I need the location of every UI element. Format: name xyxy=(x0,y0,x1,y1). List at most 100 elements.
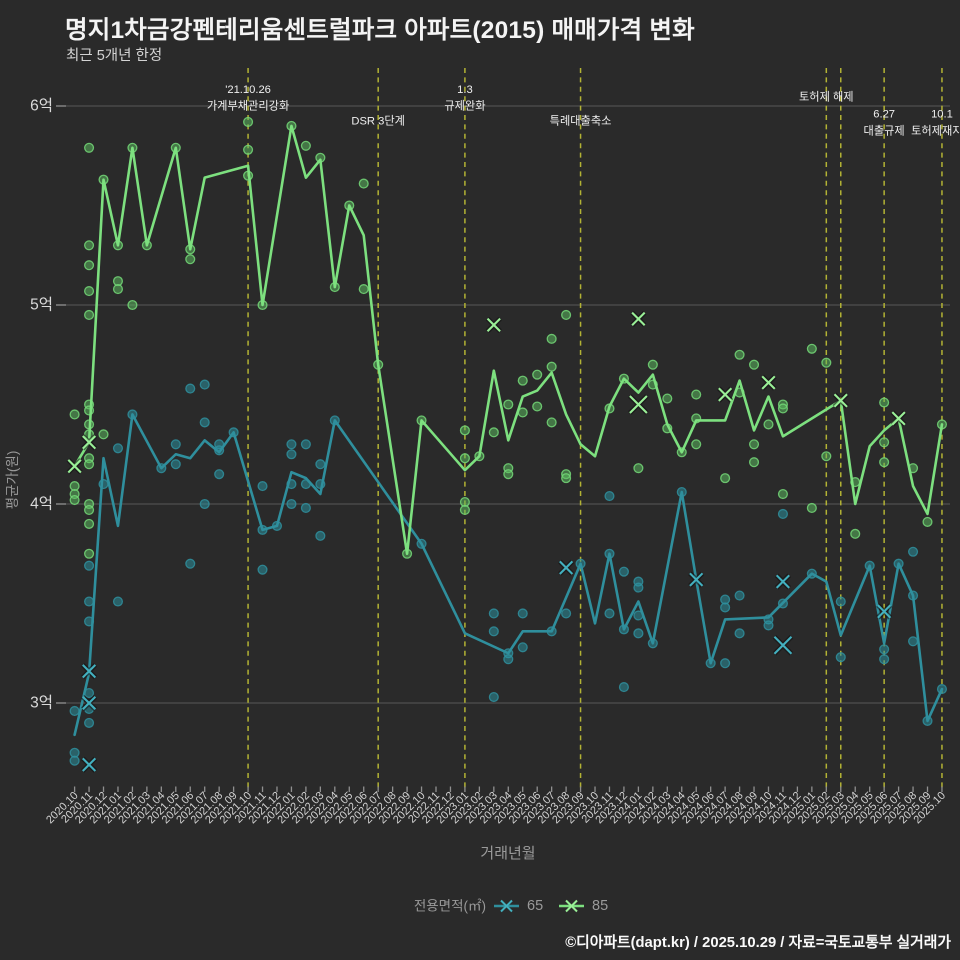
dot-65 xyxy=(633,628,644,639)
event-label: 6.27 xyxy=(873,109,895,121)
dot-85 xyxy=(850,528,861,539)
x-axis-tick-labels: 2020.102020.112020.122021.012021.022021.… xyxy=(44,790,948,827)
dot-85 xyxy=(821,451,832,462)
dot-65 xyxy=(907,636,919,647)
dot-65 xyxy=(879,644,890,655)
dot-65 xyxy=(763,620,774,631)
dot-65 xyxy=(488,626,499,637)
dot-85 xyxy=(777,403,788,414)
dot-85 xyxy=(748,439,760,450)
x-mark-85 xyxy=(761,375,776,390)
x-axis-ticks xyxy=(73,786,943,792)
dot-85 xyxy=(517,375,528,386)
dot-85 xyxy=(358,178,369,189)
dot-65 xyxy=(618,682,629,693)
dot-85 xyxy=(546,417,557,428)
dot-85 xyxy=(748,457,760,468)
dot-65 xyxy=(170,459,181,470)
dot-85 xyxy=(300,140,311,151)
dot-85 xyxy=(84,260,95,271)
x-mark-65 xyxy=(82,664,97,679)
dot-65 xyxy=(835,596,846,607)
dot-65 xyxy=(199,498,210,510)
x-mark-65 xyxy=(773,636,793,655)
dot-65 xyxy=(112,596,124,607)
event-label: 토허제재지정 xyxy=(911,125,960,138)
dot-85 xyxy=(879,437,890,448)
dot-65 xyxy=(315,530,326,541)
dot-65 xyxy=(185,383,196,394)
dot-85 xyxy=(243,144,254,155)
legend: 전용면적(㎡) 65 85 xyxy=(414,898,608,914)
dot-65 xyxy=(879,654,890,665)
dot-65 xyxy=(633,582,644,593)
dot-85 xyxy=(488,427,499,438)
dot-65 xyxy=(720,658,731,669)
dot-85 xyxy=(561,309,572,321)
dot-85 xyxy=(84,504,95,516)
event-label: DSR 3단계 xyxy=(351,115,405,128)
dot-85 xyxy=(662,393,673,404)
y-axis-label: 평균가(원) xyxy=(5,451,20,510)
dot-85 xyxy=(84,459,95,470)
series-lines xyxy=(73,124,944,737)
event-label: 규제완화 xyxy=(444,100,485,113)
dot-85 xyxy=(879,397,890,408)
legend-x-marker-85 xyxy=(565,899,578,913)
dot-65 xyxy=(503,654,514,665)
dot-85 xyxy=(879,457,890,468)
dot-85 xyxy=(243,116,254,127)
dot-85 xyxy=(720,473,731,484)
dot-85 xyxy=(734,349,745,360)
x-mark-65 xyxy=(775,574,790,589)
source-attribution: ©디아파트(dapt.kr) / 2025.10.29 / 자료=국토교통부 실… xyxy=(565,935,951,951)
dot-85 xyxy=(532,369,543,380)
legend-item-label-65: 65 xyxy=(527,898,543,914)
legend-x-marker-65 xyxy=(500,899,513,913)
dot-65 xyxy=(777,508,788,520)
dot-85 xyxy=(84,142,95,153)
page-title: 명지1차금강펜테리움센트럴파크 아파트(2015) 매매가격 변화 xyxy=(65,17,695,44)
x-mark-85 xyxy=(486,317,501,332)
dot-85 xyxy=(922,516,933,527)
event-label: 특례대출축소 xyxy=(550,115,612,128)
dot-65 xyxy=(315,459,326,470)
dot-65 xyxy=(286,449,297,460)
x-axis-label: 거래년월 xyxy=(480,845,535,862)
dot-85 xyxy=(84,518,95,529)
dot-65 xyxy=(69,755,80,766)
dot-85 xyxy=(459,425,470,436)
y-tick-label: 5억 xyxy=(30,296,53,314)
dot-85 xyxy=(112,284,124,295)
dot-65 xyxy=(517,642,528,653)
event-label: 토허제 해제 xyxy=(799,91,854,104)
dot-85 xyxy=(185,254,196,265)
x-mark-65 xyxy=(559,560,574,575)
x-mark-65 xyxy=(877,604,892,619)
event-label: 대출규제 xyxy=(864,125,905,138)
line-85 xyxy=(73,124,944,556)
dot-65 xyxy=(300,439,311,450)
dot-85 xyxy=(647,359,658,370)
dot-65 xyxy=(84,596,95,607)
dot-85 xyxy=(84,309,95,321)
dot-65 xyxy=(618,566,629,577)
dot-65 xyxy=(84,560,95,571)
cancelled-transaction-x-marks xyxy=(66,310,907,773)
event-label: 10.1 xyxy=(931,109,953,121)
y-tick-label: 6억 xyxy=(30,97,53,115)
dot-85 xyxy=(777,488,788,500)
dot-65 xyxy=(604,608,615,619)
dot-85 xyxy=(69,409,80,420)
dot-65 xyxy=(720,602,731,613)
x-mark-85 xyxy=(67,459,82,474)
dot-85 xyxy=(633,463,644,474)
legend-title: 전용면적(㎡) xyxy=(414,899,486,914)
dot-65 xyxy=(517,608,528,619)
dot-65 xyxy=(214,469,225,480)
dot-65 xyxy=(199,417,210,428)
event-label: 1.3 xyxy=(457,84,473,96)
event-marker-lines xyxy=(247,68,943,790)
